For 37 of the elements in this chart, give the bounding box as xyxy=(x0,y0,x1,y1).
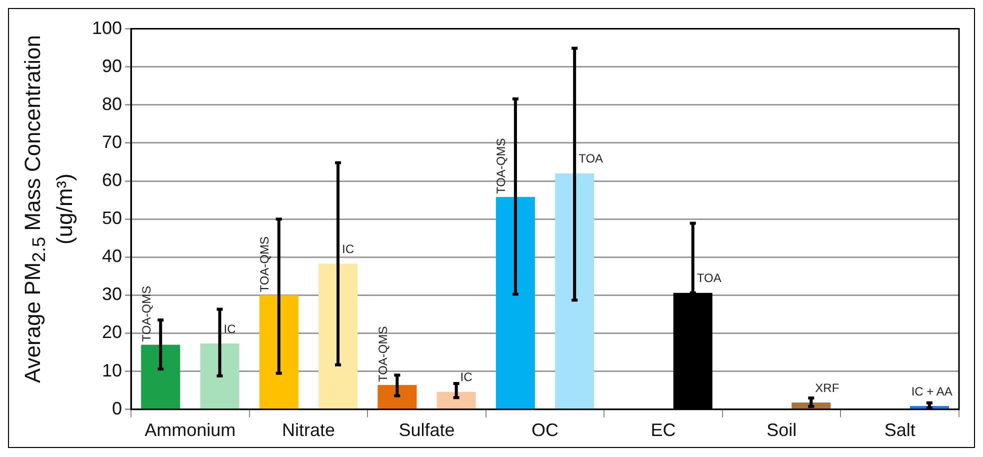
x-tick-label: Salt xyxy=(884,420,916,440)
data-label: IC + AA xyxy=(911,384,952,398)
data-label: TOA-QMS xyxy=(376,326,390,382)
y-tick-label: 30 xyxy=(102,284,122,304)
data-label: TOA-QMS xyxy=(139,286,154,342)
x-tick-label: OC xyxy=(532,420,559,440)
data-label: IC xyxy=(460,370,473,384)
bar xyxy=(496,197,535,409)
data-label: IC xyxy=(342,242,354,256)
x-tick-label: Ammonium xyxy=(144,420,236,440)
data-label: IC xyxy=(224,322,236,336)
y-tick-label: 10 xyxy=(102,360,122,380)
y-tick-label: 70 xyxy=(102,132,122,152)
data-label: TOA-QMS xyxy=(258,236,272,292)
y-tick-label: 40 xyxy=(102,246,122,266)
data-label: TOA-QMS xyxy=(494,138,508,194)
y-tick-label: 60 xyxy=(102,170,122,190)
bar xyxy=(200,344,240,409)
data-label: XRF xyxy=(815,380,840,395)
y-tick-label: 80 xyxy=(102,94,122,114)
bar xyxy=(436,392,476,409)
y-tick-label: 50 xyxy=(102,208,122,228)
x-tick-label: Sulfate xyxy=(398,420,455,440)
data-label: TOA xyxy=(696,271,722,286)
x-tick-label: Nitrate xyxy=(282,420,335,440)
y-tick-label: 100 xyxy=(92,18,122,38)
y-tick-label: 20 xyxy=(102,322,122,342)
bar xyxy=(141,344,180,409)
y-tick-label: 90 xyxy=(102,56,122,76)
data-label: TOA xyxy=(578,152,604,166)
x-tick-label: Soil xyxy=(766,420,797,440)
x-tick-label: EC xyxy=(650,420,676,440)
bar xyxy=(259,295,298,409)
bar xyxy=(555,173,594,409)
bar xyxy=(318,264,358,409)
y-tick-label: 0 xyxy=(112,398,122,418)
bar xyxy=(378,385,417,409)
